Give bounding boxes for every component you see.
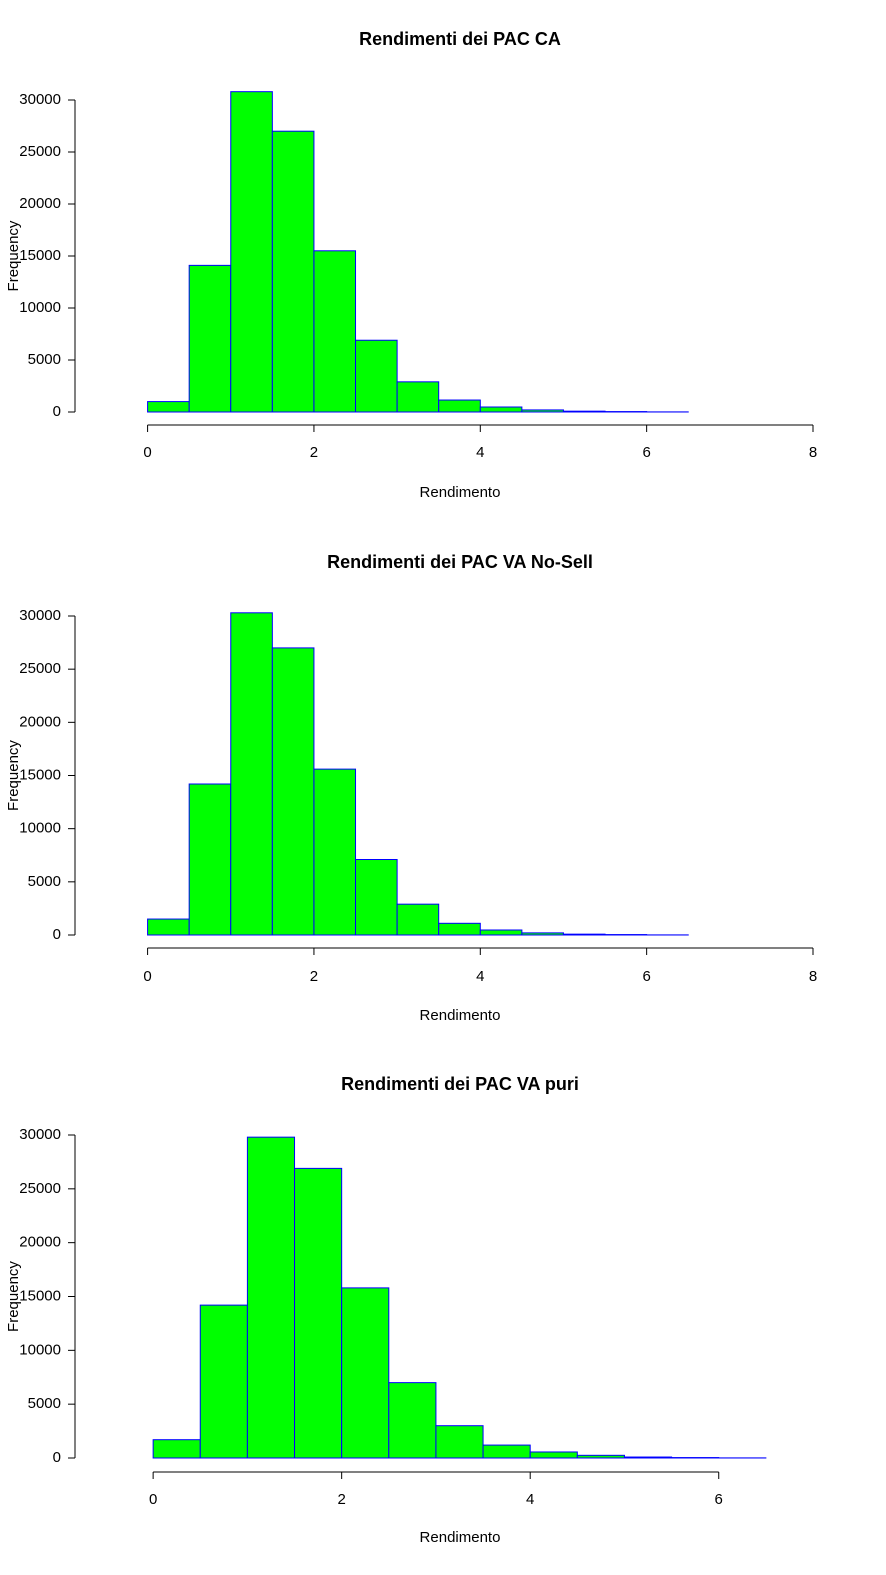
x-axis-title: Rendimento bbox=[420, 484, 501, 501]
x-tick-label: 4 bbox=[476, 968, 484, 985]
histogram-bar bbox=[521, 932, 564, 936]
y-tick-label: 10000 bbox=[19, 820, 61, 837]
y-tick-label: 0 bbox=[53, 1449, 61, 1466]
histogram-bar bbox=[396, 903, 440, 936]
histogram-bar bbox=[521, 409, 564, 413]
y-tick-label: 20000 bbox=[19, 195, 61, 212]
histogram-bar bbox=[355, 859, 398, 936]
x-tick-label: 6 bbox=[642, 968, 650, 985]
y-tick-label: 20000 bbox=[19, 1234, 61, 1251]
histogram-bar bbox=[147, 918, 190, 936]
histogram-bar bbox=[623, 1456, 673, 1459]
histogram-bar bbox=[313, 250, 357, 413]
x-tick-label: 4 bbox=[526, 1491, 534, 1508]
chart-title: Rendimenti dei PAC CA bbox=[359, 29, 561, 49]
histogram-bar bbox=[435, 1425, 484, 1459]
histogram-bar bbox=[246, 1136, 296, 1459]
y-tick-label: 10000 bbox=[19, 1341, 61, 1358]
x-axis-title: Rendimento bbox=[420, 1007, 501, 1024]
histogram-bar bbox=[479, 929, 523, 936]
histogram-bar bbox=[188, 783, 232, 936]
y-tick-label: 15000 bbox=[19, 1287, 61, 1304]
histogram-bar bbox=[576, 1454, 625, 1459]
histogram-bar bbox=[529, 1451, 578, 1459]
x-tick-label: 0 bbox=[143, 444, 151, 461]
histogram-bar bbox=[355, 339, 398, 413]
histogram-bar bbox=[199, 1304, 248, 1459]
histogram-bar bbox=[438, 922, 481, 936]
y-tick-label: 10000 bbox=[19, 299, 61, 316]
x-tick-label: 6 bbox=[715, 1491, 723, 1508]
histogram-bar bbox=[388, 1382, 437, 1459]
y-tick-label: 5000 bbox=[28, 351, 61, 368]
histogram-bar bbox=[313, 768, 357, 936]
histogram-bar bbox=[271, 647, 315, 936]
y-tick-label: 0 bbox=[53, 403, 61, 420]
histogram-bar bbox=[188, 264, 232, 413]
x-tick-label: 8 bbox=[809, 444, 817, 461]
y-tick-label: 25000 bbox=[19, 660, 61, 677]
histogram-bar bbox=[562, 410, 606, 413]
y-axis-title: Frequency bbox=[5, 220, 22, 291]
histogram-bar bbox=[341, 1287, 390, 1459]
y-axis-title: Frequency bbox=[5, 740, 22, 811]
y-tick-label: 30000 bbox=[19, 91, 61, 108]
x-tick-label: 2 bbox=[337, 1491, 345, 1508]
x-tick-label: 0 bbox=[149, 1491, 157, 1508]
y-tick-label: 5000 bbox=[28, 1395, 61, 1412]
histogram-bar bbox=[438, 399, 481, 413]
y-tick-label: 20000 bbox=[19, 713, 61, 730]
x-axis-title: Rendimento bbox=[420, 1529, 501, 1546]
histogram-bar bbox=[230, 612, 273, 936]
histogram-bar bbox=[271, 130, 315, 413]
y-axis-title: Frequency bbox=[5, 1261, 22, 1332]
x-tick-label: 8 bbox=[809, 968, 817, 985]
y-tick-label: 15000 bbox=[19, 247, 61, 264]
y-tick-label: 5000 bbox=[28, 873, 61, 890]
histogram-bar bbox=[294, 1167, 343, 1459]
histogram-bar bbox=[152, 1439, 201, 1459]
histogram-bar bbox=[147, 401, 190, 413]
histogram-bar bbox=[396, 381, 440, 413]
y-tick-label: 25000 bbox=[19, 143, 61, 160]
x-tick-label: 2 bbox=[310, 968, 318, 985]
histogram-bar bbox=[230, 91, 273, 413]
x-tick-label: 4 bbox=[476, 444, 484, 461]
histogram-bar bbox=[482, 1444, 531, 1459]
y-tick-label: 30000 bbox=[19, 1126, 61, 1143]
y-tick-label: 0 bbox=[53, 926, 61, 943]
y-tick-label: 15000 bbox=[19, 766, 61, 783]
x-tick-label: 6 bbox=[642, 444, 650, 461]
chart-title: Rendimenti dei PAC VA puri bbox=[341, 1074, 579, 1094]
x-tick-label: 0 bbox=[143, 968, 151, 985]
histogram-bar bbox=[479, 406, 523, 413]
x-tick-label: 2 bbox=[310, 444, 318, 461]
y-tick-label: 25000 bbox=[19, 1180, 61, 1197]
y-tick-label: 30000 bbox=[19, 607, 61, 624]
chart-title: Rendimenti dei PAC VA No-Sell bbox=[327, 552, 593, 572]
histogram-bar bbox=[562, 933, 606, 936]
